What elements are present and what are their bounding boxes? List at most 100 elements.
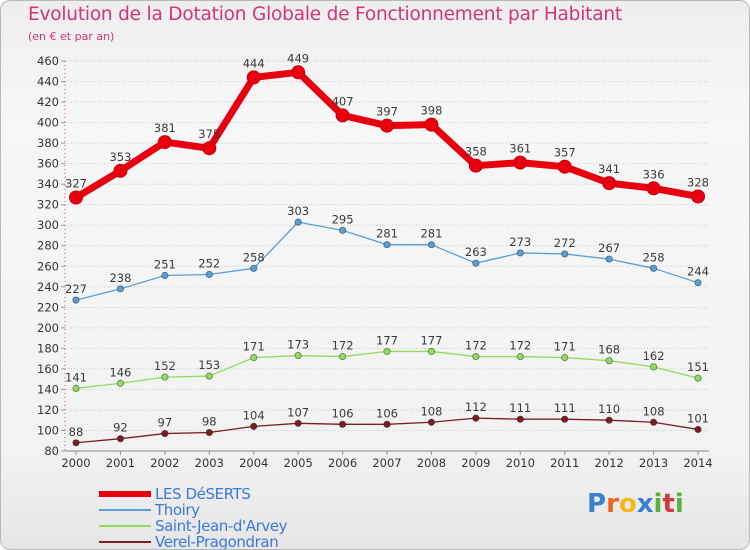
data-point-thoiry (516, 249, 524, 257)
data-label-verel-pragondran: 108 (643, 404, 665, 418)
y-tick-label: 240 (37, 280, 59, 294)
data-point-saint-jean-d-arvey (605, 357, 613, 365)
data-point-saint-jean-d-arvey (516, 352, 524, 361)
y-tick-label: 420 (37, 95, 59, 109)
data-point-saint-jean-d-arvey (472, 352, 480, 361)
data-label-saint-jean-d-arvey: 171 (243, 340, 265, 354)
data-point-verel-pragondran (383, 420, 391, 428)
data-point-thoiry (472, 259, 480, 267)
data-label-saint-jean-d-arvey: 141 (65, 370, 87, 384)
y-tick-label: 380 (37, 136, 59, 150)
data-point-les-deserts (69, 190, 83, 205)
x-tick-label: 2000 (61, 456, 90, 470)
y-tick-label: 220 (37, 300, 59, 314)
data-label-verel-pragondran: 88 (69, 425, 84, 439)
data-point-saint-jean-d-arvey (694, 374, 702, 382)
y-tick-label: 320 (37, 198, 59, 212)
data-label-les-deserts: 398 (420, 104, 442, 118)
line-chart: 80 100 120 140 160 180 200 220 240 260 280 300 320 34… (37, 51, 713, 470)
data-point-verel-pragondran (250, 422, 258, 430)
data-label-saint-jean-d-arvey: 168 (598, 343, 620, 357)
data-point-les-deserts (113, 163, 128, 178)
legend-swatch-verel-pragondran (99, 541, 151, 543)
data-point-saint-jean-d-arvey (72, 384, 80, 392)
x-tick-label: 2008 (417, 456, 446, 470)
data-label-saint-jean-d-arvey: 146 (109, 365, 131, 379)
data-point-les-deserts (246, 70, 261, 85)
data-label-verel-pragondran: 92 (113, 421, 128, 435)
data-label-verel-pragondran: 106 (376, 406, 398, 420)
data-point-saint-jean-d-arvey (427, 347, 436, 356)
data-label-thoiry: 258 (243, 250, 265, 264)
data-label-les-deserts: 328 (687, 175, 709, 189)
data-point-les-deserts (602, 176, 617, 191)
y-tick-label: 280 (37, 239, 59, 253)
logo-letter: r (606, 489, 619, 519)
data-point-thoiry (161, 271, 169, 280)
data-point-verel-pragondran (116, 435, 125, 443)
logo-letter: t (662, 489, 675, 519)
data-point-verel-pragondran (205, 428, 213, 437)
proxiti-logo: Proxiti (587, 489, 684, 519)
data-label-les-deserts: 444 (243, 56, 265, 70)
data-point-les-deserts (557, 159, 572, 174)
data-point-verel-pragondran (516, 415, 524, 423)
data-point-saint-jean-d-arvey (561, 354, 569, 362)
x-tick-label: 2011 (550, 456, 579, 470)
data-point-thoiry (649, 264, 658, 272)
data-point-saint-jean-d-arvey (205, 372, 213, 380)
data-label-verel-pragondran: 98 (202, 415, 217, 429)
data-label-verel-pragondran: 97 (158, 416, 173, 430)
data-point-saint-jean-d-arvey (161, 373, 169, 381)
legend-label-thoiry: Thoiry (155, 501, 200, 519)
data-label-saint-jean-d-arvey: 177 (376, 333, 398, 347)
y-tick-label: 440 (37, 75, 59, 89)
logo-letter: x (636, 489, 654, 519)
logo-letter: i (674, 489, 684, 519)
data-point-saint-jean-d-arvey (383, 347, 391, 356)
data-label-thoiry: 252 (198, 256, 220, 270)
data-point-les-deserts (202, 141, 217, 156)
data-label-saint-jean-d-arvey: 177 (420, 333, 442, 347)
data-point-thoiry (561, 250, 569, 258)
legend-label-verel-pragondran: Verel-Pragondran (155, 533, 279, 550)
data-label-saint-jean-d-arvey: 173 (287, 338, 309, 352)
data-point-thoiry (694, 279, 702, 287)
data-label-les-deserts: 353 (109, 150, 131, 164)
data-label-thoiry: 272 (554, 236, 576, 250)
y-tick-label: 100 (37, 423, 59, 437)
data-label-thoiry: 281 (376, 227, 398, 241)
data-point-thoiry (338, 226, 347, 234)
x-tick-label: 2013 (639, 456, 668, 470)
y-tick-label: 120 (37, 403, 59, 417)
data-point-les-deserts (513, 155, 528, 170)
data-label-verel-pragondran: 107 (287, 405, 309, 419)
data-label-thoiry: 295 (332, 212, 354, 226)
logo-letter: i (653, 489, 663, 519)
x-tick-label: 2003 (195, 456, 224, 470)
data-point-saint-jean-d-arvey (250, 354, 258, 362)
x-tick-label: 2009 (461, 456, 490, 470)
chart-subtitle: (en € et par an) (28, 30, 115, 43)
data-label-verel-pragondran: 101 (687, 411, 709, 425)
y-tick-label: 140 (37, 382, 59, 396)
data-point-verel-pragondran (605, 416, 613, 424)
data-label-verel-pragondran: 104 (243, 408, 265, 422)
y-tick-label: 360 (37, 157, 59, 171)
y-tick-label: 260 (37, 259, 59, 273)
y-tick-label: 300 (37, 218, 59, 232)
data-point-les-deserts (691, 189, 705, 204)
logo-letter: o (618, 489, 637, 519)
x-tick-label: 2006 (328, 456, 357, 470)
x-tick-label: 2005 (284, 456, 313, 470)
legend-swatch-thoiry (99, 509, 151, 511)
data-point-saint-jean-d-arvey (116, 379, 125, 387)
data-point-verel-pragondran (472, 414, 480, 422)
x-tick-label: 2014 (683, 456, 712, 470)
y-tick-label: 340 (37, 177, 59, 191)
data-label-verel-pragondran: 111 (509, 401, 531, 415)
data-point-saint-jean-d-arvey (649, 363, 658, 371)
data-label-verel-pragondran: 110 (598, 402, 620, 416)
data-label-saint-jean-d-arvey: 152 (154, 359, 176, 373)
data-label-les-deserts: 336 (643, 167, 665, 181)
